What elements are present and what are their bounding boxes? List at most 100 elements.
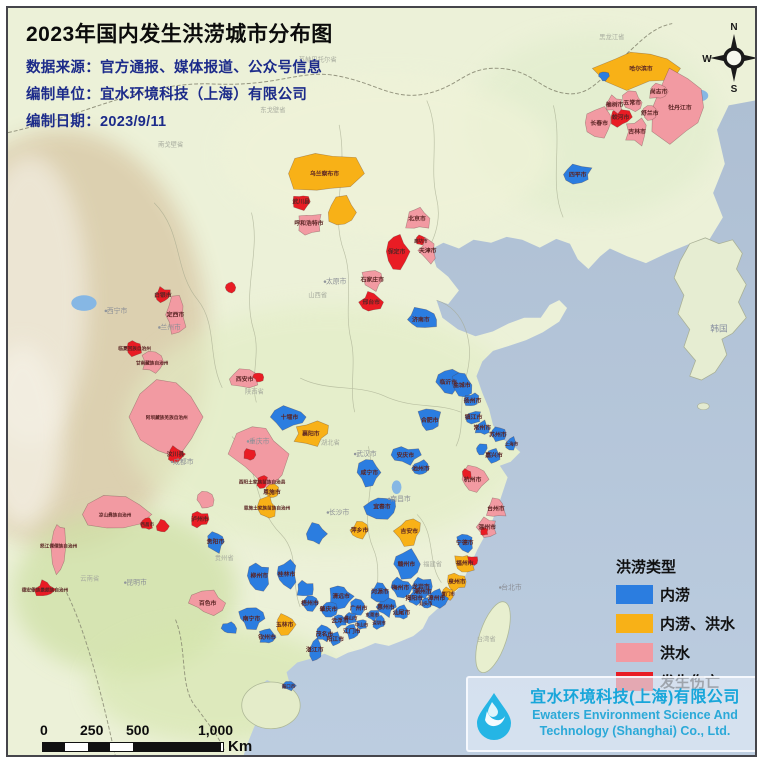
basemap-label: 南昌市 xyxy=(390,494,411,503)
region-label: 苏州市 xyxy=(489,431,507,439)
flood-region-恩施土家族苗族自治州 xyxy=(256,495,276,519)
flood-region xyxy=(155,518,170,533)
scalebar-segment xyxy=(65,743,88,751)
flood-region-扬州市 xyxy=(463,392,480,406)
flood-region-云浮市 xyxy=(333,614,347,629)
flood-region-合肥市 xyxy=(417,408,442,431)
basemap-label: 太原市 xyxy=(326,277,347,286)
region-label: 广州市 xyxy=(350,604,368,612)
flood-region-宁德市 xyxy=(456,534,473,554)
flood-region-百色市 xyxy=(187,589,227,616)
region-label: 汕头市 xyxy=(419,600,433,607)
city-dot xyxy=(104,309,108,313)
region-label: 潮州市 xyxy=(414,587,432,595)
flood-region xyxy=(220,621,237,634)
region-label: 阿坝藏族羌族自治州 xyxy=(146,414,188,421)
region-label: 梅州市 xyxy=(392,583,410,591)
region-label: 廊坊市 xyxy=(414,238,428,245)
basemap-label: 贵州省 xyxy=(215,553,234,562)
region-label: 舒兰市 xyxy=(641,109,659,117)
region-label: 梧州市 xyxy=(301,599,319,607)
flood-region xyxy=(476,443,488,456)
flood-region xyxy=(224,281,237,294)
flood-region-阿坝藏族羌族自治州 xyxy=(128,379,204,459)
basemap-label: 云南省 xyxy=(80,574,99,583)
flood-region-四平市 xyxy=(563,163,593,185)
flood-region-桂林市 xyxy=(276,559,297,590)
region-label: 哈尔滨市 xyxy=(629,64,652,72)
map-frame: 武汉市 长沙市 南昌市 成都市 太原市 兰州市 西宁市 昆明市 重庆市 台北市 黑龙江省 山西省 陕西省… xyxy=(6,6,757,757)
compass-n: N xyxy=(730,22,737,33)
basemap-label: 长沙市 xyxy=(329,507,350,516)
flood-region xyxy=(243,448,257,461)
flood-region-中山市 xyxy=(356,619,367,630)
flood-region-深圳市 xyxy=(372,615,386,630)
region-label: 福州市 xyxy=(455,559,474,567)
flood-region-肇庆市 xyxy=(320,601,338,618)
city-dot xyxy=(326,511,330,514)
flood-region-榆树市 xyxy=(605,94,623,115)
scalebar-segment xyxy=(88,743,110,751)
region-label: 佛山市 xyxy=(343,615,358,622)
flood-region xyxy=(306,522,328,545)
flood-region-阳江市 xyxy=(328,631,341,647)
flood-region-十堰市 xyxy=(269,405,307,431)
city-dot xyxy=(387,497,391,501)
flood-region-蛟河市 xyxy=(610,108,633,128)
flood-region-邢台市 xyxy=(358,290,384,312)
flood-region xyxy=(480,527,489,536)
region-label: 泉州市 xyxy=(447,578,466,586)
region-label: 定西市 xyxy=(166,311,185,319)
region-label: 安庆市 xyxy=(397,451,415,459)
basemap-label: 武汉市 xyxy=(356,449,377,458)
company-name-en-1: Ewaters Environment Science And xyxy=(532,708,738,723)
legend-item: 内涝、洪水 xyxy=(616,613,735,634)
scale-bar: 0 250 500 1,000 Km xyxy=(30,722,260,755)
city-dot xyxy=(323,280,327,283)
region-label: 百色市 xyxy=(199,599,217,607)
flood-region-常州市 xyxy=(474,419,490,435)
region-label: 汕尾市 xyxy=(393,609,411,617)
region-label: 茂名市 xyxy=(315,630,334,638)
flood-region-湛江市 xyxy=(309,637,322,662)
region-label: 甘南藏族自治州 xyxy=(136,359,169,366)
flood-region-嘉兴市 xyxy=(485,448,501,464)
flood-region-赣州市 xyxy=(393,548,421,580)
region-label: 吉林市 xyxy=(628,128,646,136)
flood-region-江门市 xyxy=(344,623,361,640)
flood-region-石家庄市 xyxy=(361,270,383,292)
scalebar-segment xyxy=(133,743,221,751)
compass-w: W xyxy=(702,54,712,65)
flood-region xyxy=(252,372,265,383)
scalebar-unit: Km xyxy=(228,738,253,755)
region-label: 温州市 xyxy=(478,523,496,531)
city-dot xyxy=(353,452,357,456)
flood-region-哈尔滨市 xyxy=(591,51,681,91)
company-logo xyxy=(468,687,520,741)
flood-region-梧州市 xyxy=(301,595,320,612)
region-label: 保定市 xyxy=(387,247,406,255)
flood-region-尚志市 xyxy=(649,82,669,99)
region-label: 武川县 xyxy=(292,198,310,206)
region-label: 咸宁市 xyxy=(361,469,379,477)
region-label: 上海市 xyxy=(505,440,519,447)
flood-region-揭阳市 xyxy=(408,590,423,606)
region-label: 盐城市 xyxy=(453,381,471,389)
region-label: 扬州市 xyxy=(464,396,482,404)
scalebar-tick: 250 xyxy=(80,722,104,738)
region-label: 恩施市 xyxy=(263,488,281,496)
city-dot xyxy=(246,440,250,443)
flood-region-汕头市 xyxy=(421,597,432,609)
data-source-line: 数据来源：官方通报、媒体报道、公众号信息 xyxy=(26,60,322,76)
legend-item: 洪水 xyxy=(616,642,735,663)
region-label: 漳州市 xyxy=(428,594,446,602)
scalebar-segment xyxy=(110,743,133,751)
korea-peninsula xyxy=(673,237,747,381)
basemap-label: 成都市 xyxy=(173,457,194,466)
title-block: 2023年国内发生洪涝城市分布图 数据来源：官方通报、媒体报道、公众号信息 编制… xyxy=(26,18,333,137)
flood-region-临夏回族自治州 xyxy=(126,340,142,358)
region-label: 揭阳市 xyxy=(405,594,423,602)
region-label: 杭州市 xyxy=(464,475,482,483)
